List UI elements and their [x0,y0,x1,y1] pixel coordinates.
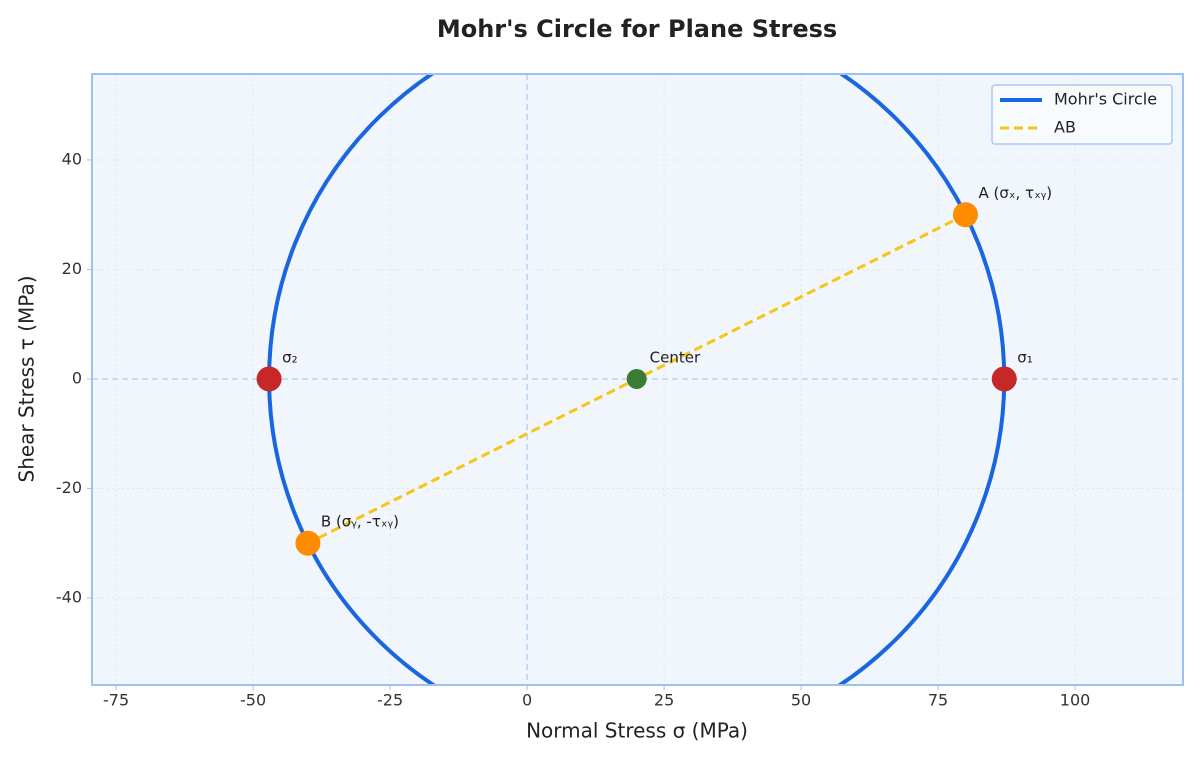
point [256,366,282,392]
x-tick-label: -75 [103,691,129,710]
x-tick-label: 100 [1060,691,1091,710]
y-tick-label: 0 [72,368,82,387]
chart-title: Mohr's Circle for Plane Stress [437,15,837,43]
x-tick-label: 50 [791,691,811,710]
x-axis-label: Normal Stress σ (MPa) [526,719,748,743]
legend-label: AB [1054,118,1076,137]
point [295,530,321,556]
point-label: Center [650,348,701,366]
point-label: σ₂ [282,348,298,366]
x-tick-label: -25 [377,691,403,710]
point-label: σ₁ [1017,348,1033,366]
plot-border [91,73,1184,686]
y-tick-label: -20 [56,478,82,497]
point [626,368,647,389]
y-tick-label: 20 [62,259,82,278]
legend-label: Mohr's Circle [1054,90,1157,109]
y-axis-label: Shear Stress τ (MPa) [15,275,39,482]
x-tick-label: 0 [522,691,532,710]
plot [256,74,1017,685]
point [952,202,978,228]
x-tick-label: 75 [928,691,948,710]
point-label: A (σₓ, τₓᵧ) [978,184,1052,202]
legend: Mohr's Circle AB [991,84,1173,145]
point [991,366,1017,392]
point-label: B (σᵧ, -τₓᵧ) [321,513,399,531]
y-tick-label: 40 [62,149,82,168]
x-tick-label: -50 [240,691,266,710]
y-tick-label: -40 [56,587,82,606]
x-tick-label: 25 [654,691,674,710]
